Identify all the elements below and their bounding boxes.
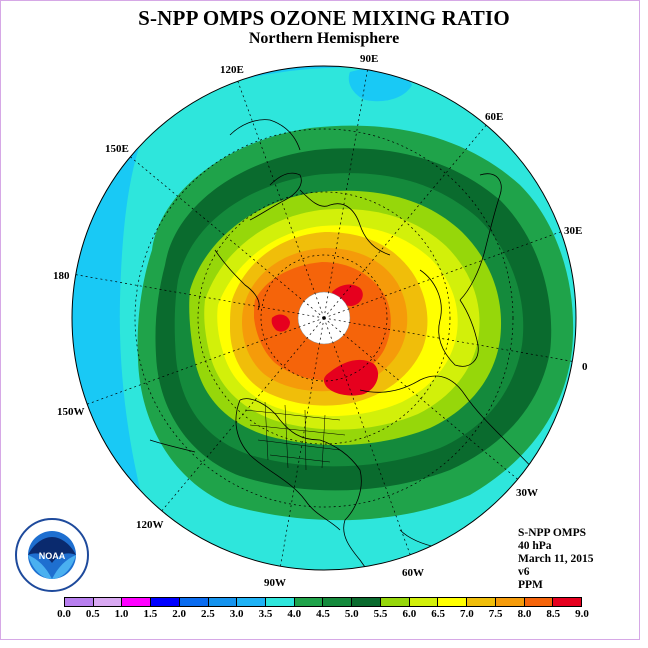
lon-label-90w: 90W [264, 577, 286, 589]
info-instrument: S-NPP OMPS [518, 527, 587, 539]
colorbar-tick-label: 1.0 [114, 608, 129, 620]
colorbar-tick-label: 6.5 [431, 608, 445, 620]
colorbar-swatch [323, 598, 353, 606]
colorbar-tick-label: 7.0 [460, 608, 474, 620]
colorbar-tick-label: 3.5 [258, 608, 273, 620]
colorbar-swatch [151, 598, 180, 606]
colorbar-tick-label: 1.5 [143, 608, 158, 620]
lon-label-30e: 30E [564, 225, 582, 237]
page-title: S-NPP OMPS OZONE MIXING RATIO [138, 6, 510, 30]
noaa-logo-text: NOAA [39, 551, 66, 561]
colorbar-swatch [266, 598, 295, 606]
colorbar-tick-label: 5.5 [373, 608, 388, 620]
state-borders [244, 401, 346, 471]
colorbar-swatch [179, 598, 209, 606]
colorbar-swatch [237, 598, 267, 606]
colorbar-swatch [495, 598, 525, 606]
colorbar-swatch [208, 598, 238, 606]
info-version: v6 [518, 566, 530, 578]
figure-frame [0, 0, 640, 640]
lon-label-180: 180 [53, 270, 70, 282]
colorbar-tick-label: 4.0 [287, 608, 302, 620]
graticule [72, 66, 576, 570]
colorbar-swatch [294, 598, 324, 606]
colorbar-swatch [467, 598, 496, 606]
info-level: 40 hPa [518, 540, 552, 552]
band-8-5 [323, 359, 379, 396]
info-date: March 11, 2015 [518, 553, 594, 565]
colorbar-swatch [409, 598, 439, 606]
colorbar-tick-label: 0.5 [85, 608, 100, 620]
colorbar-ticks: 0.0 0.5 1.0 1.5 2.0 2.5 3.0 3.5 4.0 4.5 5.0 5.5 6.0 6… [54, 608, 594, 622]
lon-label-150e: 150E [105, 143, 129, 155]
colorbar-tick-label: 7.5 [488, 608, 503, 620]
lon-label-120e: 120E [220, 64, 244, 76]
colorbar-tick-label: 2.0 [172, 608, 186, 620]
colorbar-tick-label: 6.0 [402, 608, 417, 620]
colorbar-tick-label: 9.0 [575, 608, 589, 620]
colorbar-tick-label: 4.5 [316, 608, 330, 620]
colorbar-tick-label: 8.0 [517, 608, 532, 620]
colorbar-swatch [438, 598, 468, 606]
colorbar-swatch [65, 598, 94, 606]
colorbar [64, 597, 582, 607]
info-units: PPM [518, 579, 543, 591]
lon-label-60w: 60W [402, 567, 424, 579]
lon-label-150w: 150W [57, 406, 85, 418]
lon-label-90e: 90E [360, 53, 378, 65]
info-block: S-NPP OMPS 40 hPa March 11, 2015 v6 PPM [518, 527, 594, 592]
page-subtitle: Northern Hemisphere [248, 30, 400, 47]
lon-label-120w: 120W [136, 519, 164, 531]
colorbar-tick-label: 2.5 [201, 608, 215, 620]
band-8-5-c [271, 314, 290, 332]
ozone-field [72, 66, 576, 570]
colorbar-swatch [380, 598, 410, 606]
colorbar-tick-label: 3.0 [229, 608, 244, 620]
colorbar-tick-label: 8.5 [546, 608, 561, 620]
map-boundary [71, 65, 577, 571]
colorbar-swatch [352, 598, 381, 606]
colorbar-swatch [93, 598, 123, 606]
colorbar-swatch [553, 598, 581, 606]
lon-label-30w: 30W [516, 487, 538, 499]
lon-label-60e: 60E [485, 111, 503, 123]
colorbar-tick-label: 0.0 [57, 608, 71, 620]
colorbar-swatch [524, 598, 554, 606]
lon-label-0: 0 [582, 361, 588, 373]
noaa-logo: NOAA [15, 518, 89, 592]
colorbar-tick-label: 5.0 [344, 608, 359, 620]
colorbar-swatch [122, 598, 152, 606]
